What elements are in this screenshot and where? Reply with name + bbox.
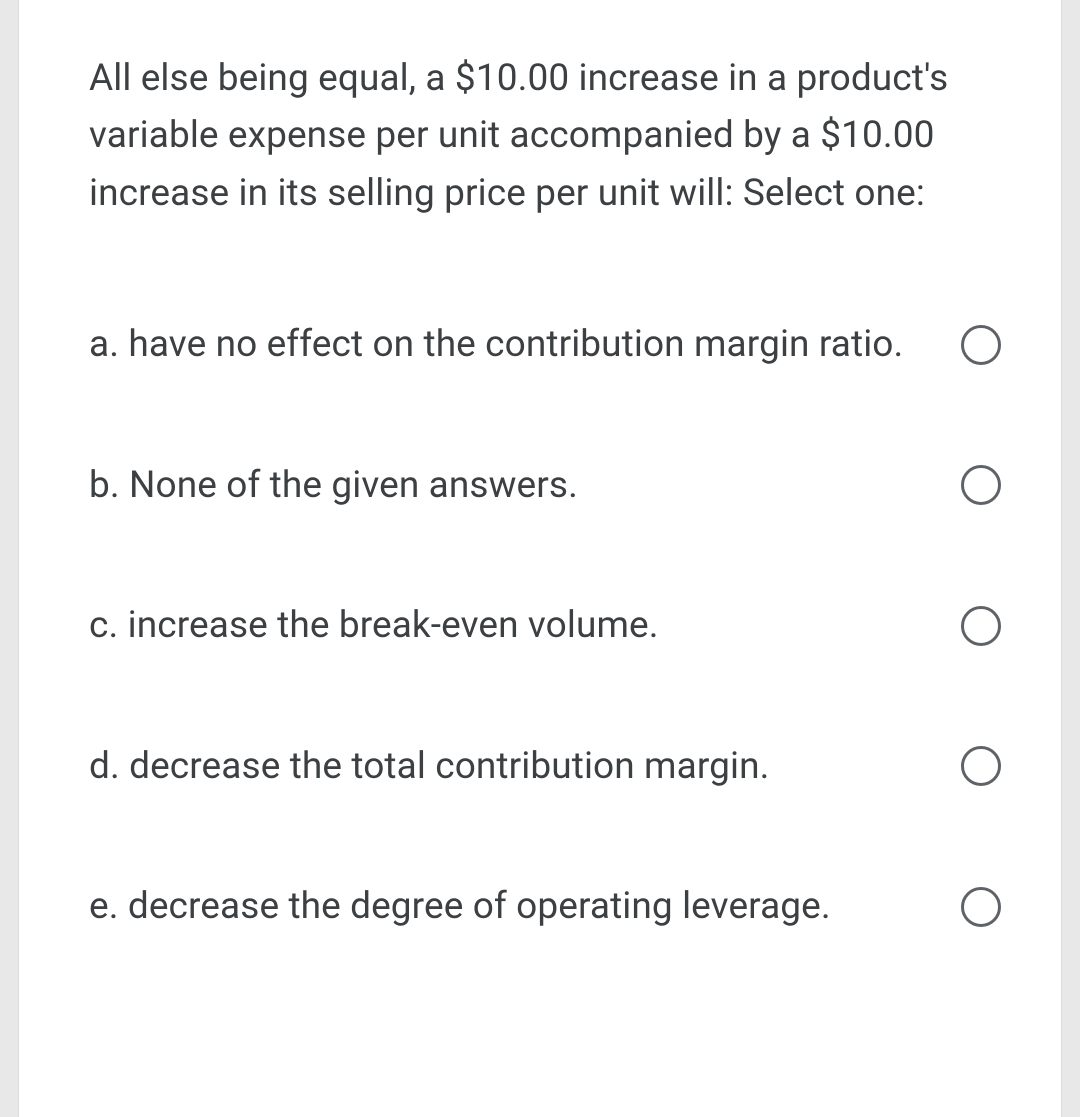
option-row-a[interactable]: a. have no effect on the contribution ma… (89, 317, 1001, 373)
question-text: All else being equal, a $10.00 increase … (89, 50, 1001, 222)
radio-button-c[interactable] (961, 606, 1001, 646)
radio-button-a[interactable] (961, 325, 1001, 365)
radio-button-e[interactable] (961, 887, 1001, 927)
option-label: d. decrease the total contribution margi… (89, 739, 941, 795)
option-label: e. decrease the degree of operating leve… (89, 879, 941, 935)
option-row-b[interactable]: b. None of the given answers. (89, 458, 1001, 514)
radio-button-b[interactable] (961, 465, 1001, 505)
option-row-e[interactable]: e. decrease the degree of operating leve… (89, 879, 1001, 935)
quiz-card: All else being equal, a $10.00 increase … (18, 0, 1062, 1117)
option-row-c[interactable]: c. increase the break-even volume. (89, 598, 1001, 654)
option-label: b. None of the given answers. (89, 458, 941, 514)
options-list: a. have no effect on the contribution ma… (89, 317, 1001, 935)
option-label: c. increase the break-even volume. (89, 598, 941, 654)
radio-button-d[interactable] (961, 746, 1001, 786)
option-row-d[interactable]: d. decrease the total contribution margi… (89, 739, 1001, 795)
option-label: a. have no effect on the contribution ma… (89, 317, 941, 373)
